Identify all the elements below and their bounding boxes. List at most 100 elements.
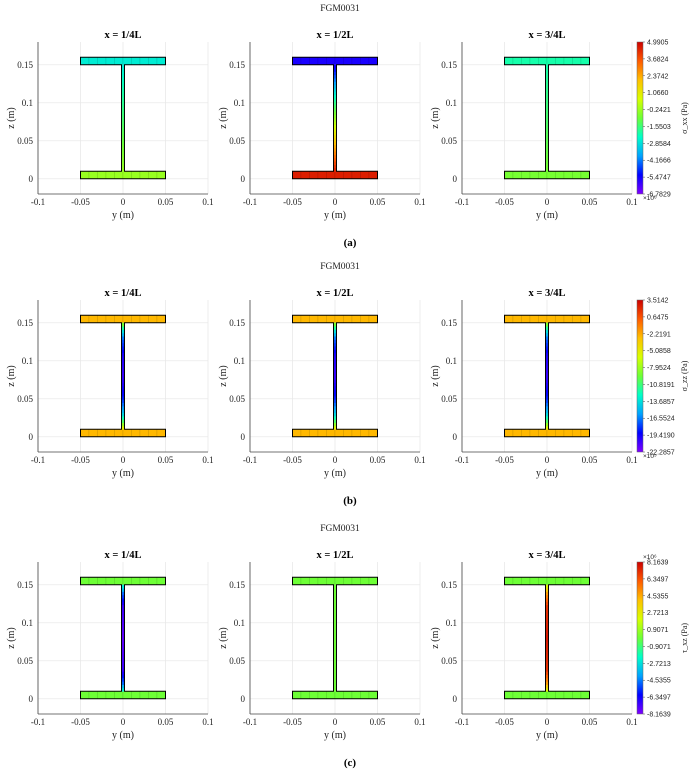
- web-cell: [121, 151, 125, 155]
- web-cell: [121, 94, 125, 99]
- bottom-flange-cell: [504, 429, 514, 437]
- top-flange-cell: [114, 577, 124, 585]
- colorbar-tick-label: 0.6475: [647, 314, 669, 321]
- web-cell: [545, 657, 549, 662]
- web-cell: [545, 91, 549, 96]
- top-flange-cell: [148, 315, 158, 323]
- bottom-flange-cell: [317, 691, 327, 699]
- web-cell: [121, 88, 125, 92]
- x-tick-label: 0: [121, 197, 126, 207]
- web-cell: [545, 382, 549, 387]
- web-cell: [121, 157, 125, 162]
- colorbar-label: σ_xx (Pa): [680, 102, 689, 134]
- web-cell: [545, 422, 549, 427]
- section-outline: [80, 56, 166, 180]
- y-tick-label: 0.05: [229, 656, 245, 666]
- web-cell: [121, 638, 125, 642]
- x-tick-label: 0.05: [370, 197, 386, 207]
- y-axis-label: z (m): [218, 627, 229, 648]
- web-cell: [545, 147, 549, 152]
- bottom-flange-cell: [360, 429, 370, 437]
- web-cell: [333, 604, 337, 609]
- web-cell: [333, 359, 337, 364]
- web-cell: [121, 84, 125, 89]
- colorbar-tick-label: 3.5142: [647, 298, 669, 305]
- web-cell: [333, 98, 337, 102]
- web-cell: [121, 594, 125, 599]
- top-flange-cell: [97, 577, 107, 585]
- top-flange-cell: [334, 315, 344, 323]
- top-flange-cell: [156, 315, 166, 323]
- top-flange-cell: [326, 57, 336, 65]
- web-cell: [545, 81, 549, 86]
- web-cell: [545, 638, 549, 642]
- web-cell: [545, 681, 549, 685]
- web-cell: [333, 608, 337, 612]
- web-cell: [333, 621, 337, 626]
- web-cell: [545, 591, 549, 596]
- web-cell: [333, 661, 337, 665]
- web-cell: [333, 131, 337, 136]
- x-tick-label: -0.1: [31, 197, 45, 207]
- web-cell: [545, 614, 549, 619]
- bottom-flange-cell: [122, 171, 132, 179]
- bottom-flange-cell: [114, 691, 124, 699]
- web-cell: [121, 647, 125, 652]
- web-cell: [121, 631, 125, 636]
- web-cell: [121, 326, 125, 330]
- panel-title: x = 3/4L: [529, 30, 566, 41]
- web-cell: [333, 379, 337, 384]
- web-cell: [545, 425, 549, 430]
- web-cell: [333, 594, 337, 599]
- bottom-flange-cell: [512, 429, 522, 437]
- colorbar: 4.9905 3.6824 2.3742 1.0660 -0.2421 -1.5503 -2…: [636, 40, 689, 202]
- web-cell: [121, 681, 125, 685]
- top-flange-cell: [105, 315, 115, 323]
- x-tick-label: 0: [545, 197, 550, 207]
- bottom-flange-cell: [555, 429, 565, 437]
- bottom-flange-cell: [139, 691, 149, 699]
- x-tick-label: 0.1: [626, 455, 637, 465]
- y-axis-label: z (m): [430, 107, 441, 128]
- bottom-flange-cell: [105, 171, 115, 179]
- colorbar-tick-label: -4.5355: [647, 678, 671, 685]
- web-cell: [545, 329, 549, 334]
- panel-title: x = 3/4L: [529, 550, 566, 561]
- web-cell: [121, 644, 125, 649]
- web-cell: [545, 68, 549, 72]
- web-cell: [333, 588, 337, 592]
- web-cell: [545, 608, 549, 612]
- top-flange-cell: [105, 577, 115, 585]
- web-cell: [545, 157, 549, 162]
- web-cell: [545, 349, 549, 354]
- web-cell: [545, 379, 549, 384]
- top-flange-cell: [139, 57, 149, 65]
- colorbar-tick-label: -7.9524: [647, 365, 671, 372]
- bottom-flange-cell: [300, 691, 310, 699]
- y-tick-label: 0.05: [17, 656, 33, 666]
- top-flange-cell: [317, 57, 327, 65]
- web-cell: [545, 611, 549, 616]
- web-cell: [545, 644, 549, 649]
- web-cell: [333, 362, 337, 367]
- x-tick-label: -0.05: [283, 197, 302, 207]
- top-flange-cell: [317, 577, 327, 585]
- web-cell: [121, 359, 125, 364]
- top-flange-cell: [122, 57, 132, 65]
- bottom-flange-cell: [334, 429, 344, 437]
- web-cell: [121, 342, 125, 347]
- y-tick-label: 0.15: [441, 60, 457, 70]
- web-cell: [545, 94, 549, 99]
- top-flange-cell: [529, 315, 539, 323]
- panel-2: x = 1/2L -0.1 -0.05 0 0.05 0.1 0 0.05 0.1 0.15 y (…: [218, 288, 426, 479]
- bottom-flange-cell: [580, 691, 590, 699]
- bottom-flange-cell: [300, 429, 310, 437]
- y-tick-label: 0.05: [229, 394, 245, 404]
- section-outline: [504, 56, 590, 180]
- web-cell: [121, 372, 125, 377]
- y-tick-label: 0.15: [17, 60, 33, 70]
- web-cell: [121, 147, 125, 152]
- figure-2: FGM0031 x = 1/4L -0.1 -0.05 0 0.05 0.1 0 0.05 0.1…: [6, 262, 689, 507]
- web-cell: [333, 167, 337, 172]
- figure-label: (a): [344, 237, 357, 249]
